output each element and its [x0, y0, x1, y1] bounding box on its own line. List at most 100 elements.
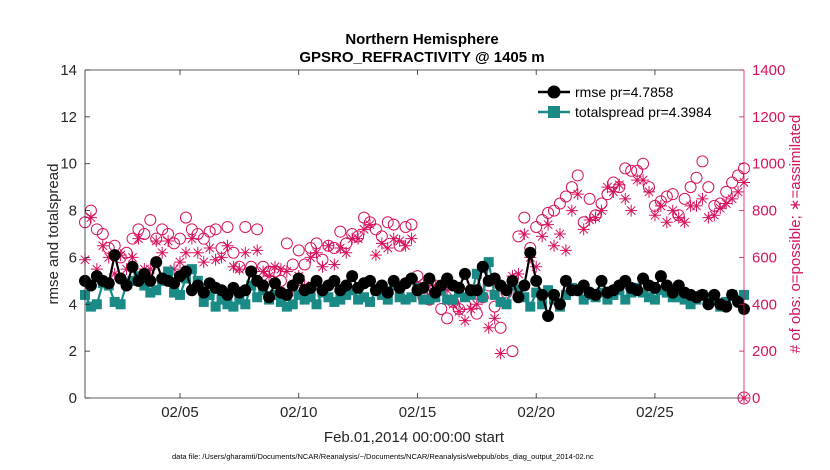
data-point — [720, 300, 733, 313]
data-point — [601, 181, 614, 194]
data-point — [684, 181, 697, 194]
data-point — [448, 294, 459, 305]
data-point — [96, 239, 109, 252]
data-point — [221, 220, 234, 233]
data-point — [578, 294, 589, 305]
data-point — [340, 279, 353, 292]
data-point — [198, 296, 209, 307]
data-point — [696, 192, 709, 205]
x-tick-label: 02/15 — [399, 404, 437, 421]
data-point — [274, 263, 287, 276]
data-point — [191, 246, 204, 259]
data-point — [524, 246, 537, 259]
data-point — [559, 244, 572, 257]
data-point — [648, 281, 661, 294]
y-right-tick-label: 200 — [752, 343, 777, 360]
data-point — [494, 321, 507, 334]
data-point — [470, 284, 483, 297]
data-point — [215, 251, 228, 264]
data-point — [471, 268, 482, 279]
data-point — [102, 251, 115, 264]
y-left-tick-label: 4 — [69, 296, 77, 313]
data-point — [537, 299, 548, 310]
chart-title-line1: Northern Hemisphere — [345, 31, 498, 48]
data-point — [637, 174, 650, 187]
data-point — [304, 251, 317, 264]
data-point — [637, 157, 650, 170]
data-point — [322, 239, 335, 252]
data-point — [518, 211, 531, 224]
data-point — [565, 181, 578, 194]
data-point — [649, 294, 660, 305]
y-right-tick-label: 600 — [752, 249, 777, 266]
legend: rmse pr=4.7858 totalspread pr=4.3984 — [533, 78, 738, 124]
series-layer — [79, 155, 751, 405]
data-point — [203, 242, 216, 255]
data-point — [441, 312, 454, 325]
data-point — [115, 299, 126, 310]
data-point — [173, 232, 186, 245]
data-point — [424, 294, 435, 305]
data-point — [458, 267, 471, 280]
data-point — [720, 185, 733, 198]
data-point — [648, 209, 661, 222]
data-point — [346, 270, 359, 283]
data-point — [239, 284, 252, 297]
data-point — [280, 288, 293, 301]
data-point — [281, 301, 292, 312]
data-point — [369, 249, 382, 262]
y-left-tick-label: 0 — [69, 390, 77, 407]
data-point — [690, 171, 703, 184]
data-point — [382, 294, 393, 305]
data-point — [139, 280, 150, 291]
data-point — [293, 289, 304, 300]
data-point — [240, 299, 251, 310]
data-point — [607, 185, 620, 198]
data-point — [145, 287, 156, 298]
data-point — [685, 299, 696, 310]
data-point — [458, 314, 471, 327]
data-point — [197, 256, 210, 269]
data-point — [85, 301, 96, 312]
data-point — [400, 294, 411, 305]
data-point — [435, 302, 448, 315]
data-point — [571, 169, 584, 182]
data-point — [203, 225, 216, 238]
data-point — [292, 272, 305, 285]
y-left-tick-label: 8 — [69, 203, 77, 220]
data-point — [530, 260, 543, 273]
data-point — [185, 232, 198, 245]
data-point — [660, 216, 673, 229]
data-point — [246, 280, 257, 291]
data-point — [513, 285, 524, 296]
data-point — [227, 246, 240, 259]
data-point — [263, 270, 276, 283]
data-point — [679, 294, 690, 305]
data-point — [179, 211, 192, 224]
data-point — [613, 178, 626, 191]
data-point — [335, 294, 346, 305]
data-point — [363, 274, 376, 287]
legend-rmse-marker — [547, 85, 561, 99]
data-point — [156, 246, 169, 259]
data-point — [405, 218, 418, 231]
data-point — [518, 228, 531, 240]
data-point — [245, 265, 258, 278]
data-point — [364, 296, 375, 307]
data-point — [381, 216, 394, 229]
data-point — [239, 246, 252, 259]
data-point — [726, 192, 739, 205]
data-point — [108, 249, 121, 262]
data-point — [453, 305, 466, 318]
data-point — [660, 190, 673, 203]
data-point — [150, 256, 163, 269]
data-point — [489, 289, 500, 300]
y-left-tick-label: 6 — [69, 249, 77, 266]
y-right-ticks: 0 200 400 600 800 1000 1200 1400 — [739, 62, 785, 407]
data-point — [310, 246, 323, 259]
data-point — [483, 257, 494, 268]
data-point — [221, 239, 234, 252]
data-point — [209, 223, 222, 236]
data-point — [708, 288, 721, 301]
data-point — [506, 274, 519, 287]
